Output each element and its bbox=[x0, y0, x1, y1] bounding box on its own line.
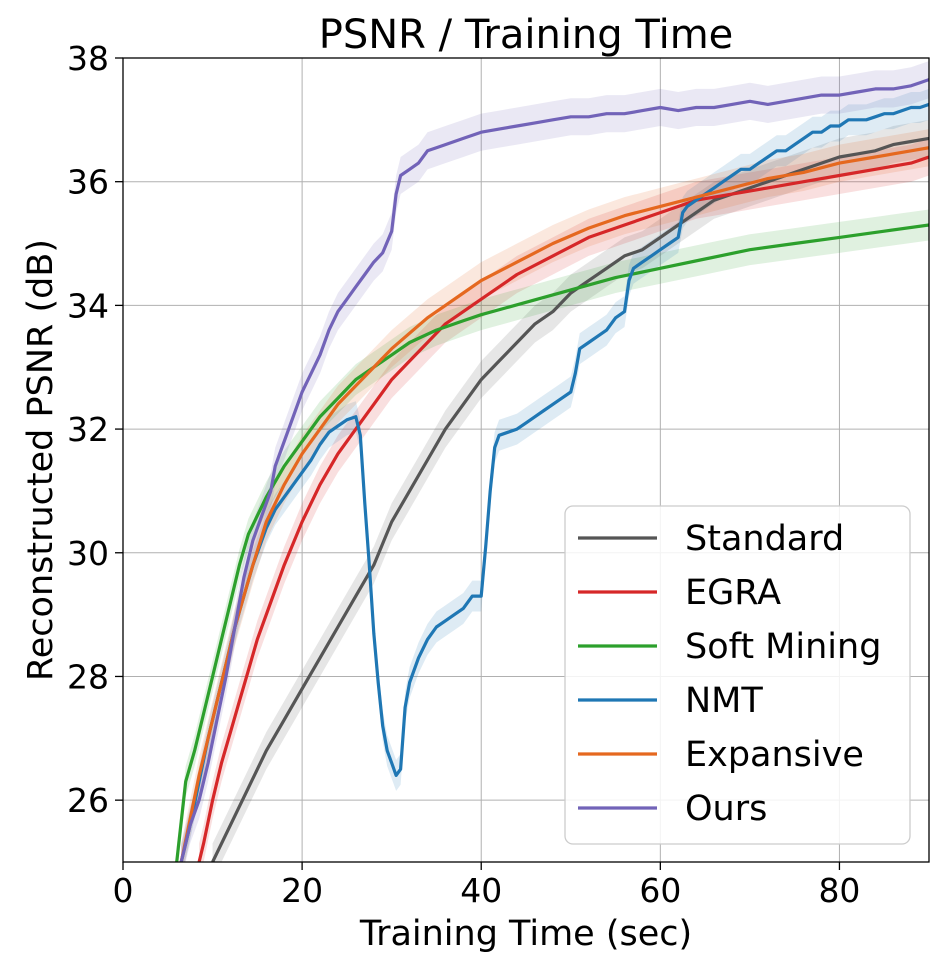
x-tick-label: 80 bbox=[818, 871, 860, 910]
y-tick-label: 30 bbox=[67, 534, 109, 573]
x-tick-label: 20 bbox=[281, 871, 323, 910]
legend-entry-label: EGRA bbox=[685, 573, 781, 613]
series-line-standard bbox=[211, 136, 929, 862]
y-tick-label: 32 bbox=[67, 410, 109, 449]
y-axis-label: Reconstructed PSNR (dB) bbox=[21, 239, 61, 681]
legend-entry-label: Soft Mining bbox=[685, 627, 881, 667]
legend-entry-label: NMT bbox=[685, 681, 763, 721]
series-lines bbox=[175, 78, 929, 862]
chart-title: PSNR / Training Time bbox=[319, 12, 734, 58]
series-line-nmt bbox=[179, 102, 929, 862]
y-tick-label: 34 bbox=[67, 286, 109, 325]
y-tick-label: 26 bbox=[67, 781, 109, 820]
x-tick-label: 60 bbox=[639, 871, 681, 910]
series-line-ours bbox=[179, 78, 929, 862]
legend-entry-label: Expansive bbox=[685, 735, 864, 775]
y-tick-label: 36 bbox=[67, 163, 109, 202]
y-tick-label: 28 bbox=[67, 657, 109, 696]
axis-ticks: 0 20 40 60 80 26 28 30 32 34 36 38 bbox=[67, 39, 860, 910]
plot-frame bbox=[122, 57, 930, 863]
legend-entry-label: Standard bbox=[685, 519, 844, 559]
y-tick-label: 38 bbox=[67, 39, 109, 78]
series-line-egra bbox=[197, 155, 929, 862]
x-tick-label: 0 bbox=[113, 871, 134, 910]
x-axis-label: Training Time (sec) bbox=[359, 914, 692, 954]
legend: Standard EGRA Soft Mining NMT Expansive Ours bbox=[564, 505, 911, 845]
legend-entry-label: Ours bbox=[685, 789, 767, 829]
x-tick-label: 40 bbox=[460, 871, 502, 910]
series-band-ours bbox=[181, 61, 929, 862]
